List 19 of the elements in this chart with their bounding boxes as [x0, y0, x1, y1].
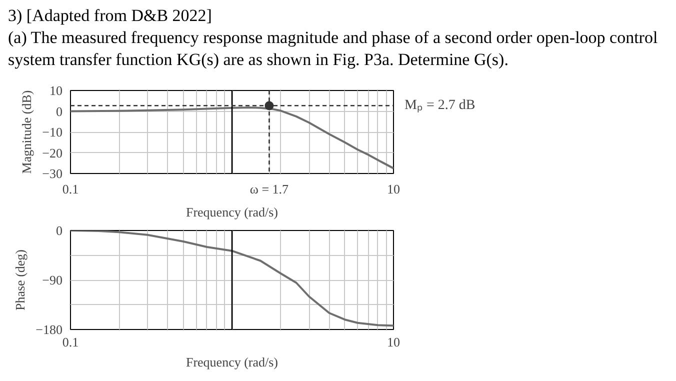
x-tick-label: 0.1	[62, 334, 79, 350]
x-tick-label: 0.1	[62, 182, 79, 196]
y-tick-label: 10	[50, 83, 62, 98]
chart-title: 3) [Adapted from D&B 2022]	[8, 5, 213, 27]
y-tick-label: −10	[42, 124, 63, 140]
y-tick-label: −180	[36, 322, 63, 337]
x-axis-title: Frequency (rad/s)	[186, 204, 278, 220]
ref-line-label: Mₚ = 2.7 dB	[404, 98, 476, 114]
y-tick-label: 0	[56, 104, 62, 119]
y-tick-label: −30	[42, 166, 63, 181]
y-axis-title: Magnitude (dB)	[19, 90, 34, 174]
x-tick-label: 10	[387, 182, 400, 196]
y-axis-title: Phase (deg)	[12, 249, 28, 311]
y-tick-label: −90	[42, 272, 63, 288]
chart-subtitle: (a) The measured frequency response magnitude and phase of a second order open-loop control system transfer function KG(s) are as shown in Fig. P3a. Determine G(s).	[8, 27, 659, 71]
y-tick-label: −20	[42, 145, 63, 160]
x-axis-title: Frequency (rad/s)	[186, 354, 278, 370]
x-tick-label: ω = 1.7	[250, 182, 290, 196]
y-tick-label: 0	[56, 223, 62, 238]
